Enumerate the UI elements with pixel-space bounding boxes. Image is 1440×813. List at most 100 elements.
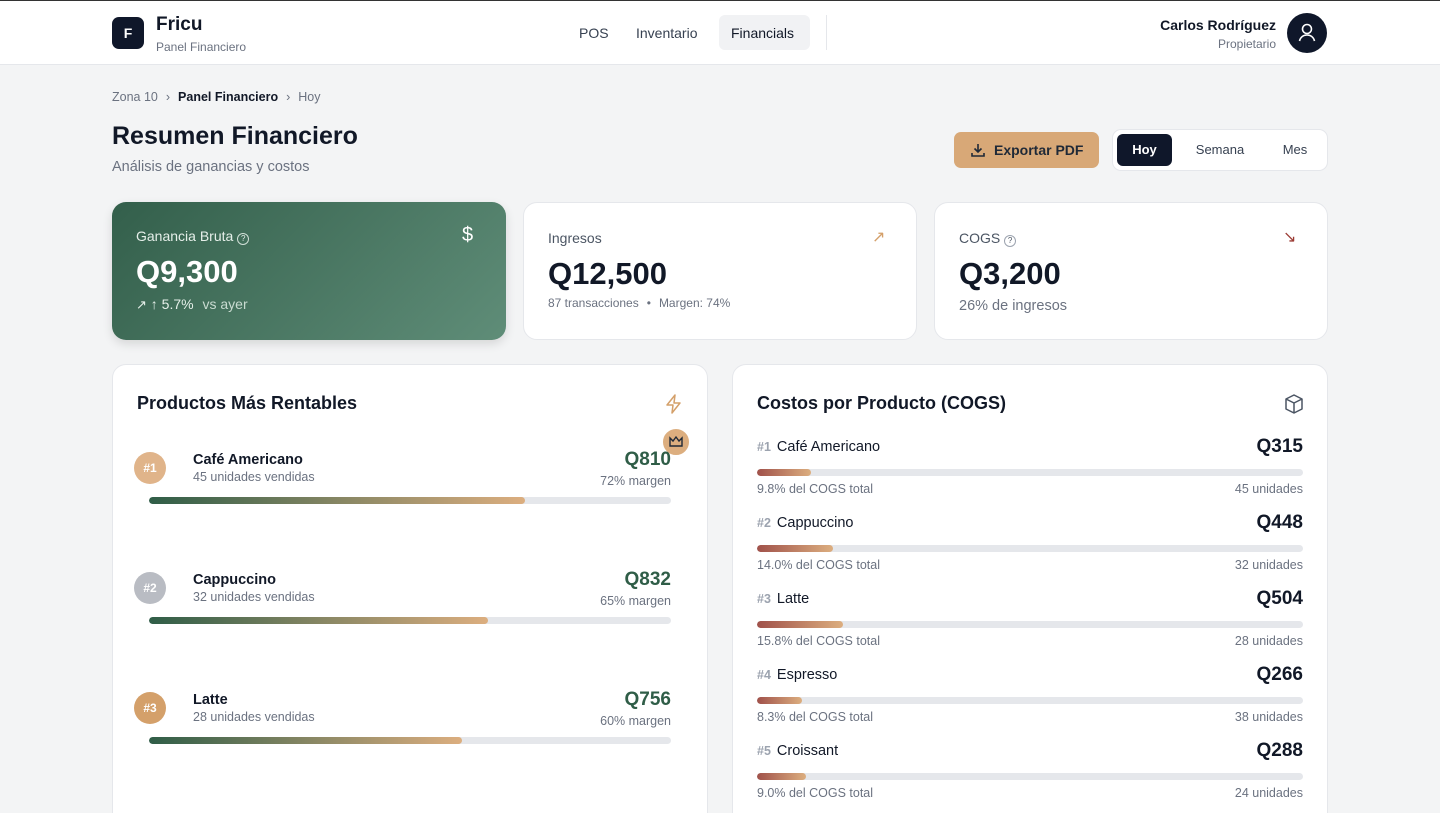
period-option[interactable]: Hoy [1117, 134, 1172, 166]
progress-track [757, 773, 1303, 780]
page-title: Resumen Financiero [112, 122, 358, 150]
rank-badge: #2 [134, 572, 166, 604]
cogs-amount: Q266 [1256, 664, 1303, 685]
progress-track [757, 545, 1303, 552]
cogs-row-title: #2 Cappuccino [757, 515, 853, 531]
progress-track [149, 497, 671, 504]
progress-track [149, 617, 671, 624]
brand: Fricu [156, 14, 203, 35]
progress-track [757, 697, 1303, 704]
product-margin: 60% margen [600, 714, 671, 728]
margin: Margen: 74% [658, 296, 731, 310]
brand-subtitle: Panel Financiero [156, 40, 247, 54]
progress-fill [757, 697, 803, 704]
cogs-amount: Q315 [1256, 436, 1303, 457]
product-margin: 65% margen [600, 594, 671, 608]
separator: › [286, 90, 291, 104]
export-button[interactable]: Exportar PDF [954, 132, 1099, 168]
trend-up-icon: ↗ [872, 229, 886, 246]
product-units: 32 unidades vendidas [193, 590, 315, 604]
bolt-icon [666, 394, 681, 414]
progress-fill [757, 469, 811, 476]
rank: #3 [757, 592, 771, 606]
cogs-units: 24 unidades [1234, 786, 1303, 800]
card-change: ↗ ↑ 5.7% vs ayer [136, 296, 248, 313]
nav-link[interactable]: Financials [731, 25, 795, 41]
card-value: Q3,200 [959, 256, 1061, 291]
cogs-panel: Costos por Producto (COGS) #1 Café Americ… [732, 364, 1328, 813]
nav-link[interactable]: POS [579, 25, 609, 41]
progress-fill [149, 617, 489, 624]
product-name: Café Americano [776, 439, 881, 455]
crumb[interactable]: Zona 10 [112, 90, 158, 104]
compare: vs ayer [202, 296, 248, 312]
progress-fill [757, 545, 834, 552]
panel-title: Costos por Producto (COGS) [757, 393, 1006, 413]
progress-fill [149, 737, 463, 744]
product-name: Cappuccino [193, 572, 276, 588]
product-name: Cappuccino [776, 515, 854, 531]
rank: #2 [757, 516, 771, 530]
info-icon[interactable]: ? [1004, 235, 1017, 247]
breadcrumb: Zona 10 › Panel Financiero › Hoy [112, 90, 320, 104]
cogs-amount: Q448 [1256, 512, 1303, 533]
rank: #1 [757, 440, 771, 454]
info-icon[interactable]: ? [237, 233, 250, 245]
page-subtitle: Análisis de ganancias y costos [112, 159, 310, 175]
cogs-row-title: #3 Latte [757, 591, 809, 607]
income-card: Ingresos ↗ Q12,500 87 transacciones • Marg… [523, 202, 917, 340]
download-icon [971, 144, 985, 157]
period-toggle: Hoy Semana Mes [1112, 129, 1328, 171]
progress-track [149, 737, 671, 744]
period-option[interactable]: Mes [1282, 142, 1308, 157]
card-value: Q9,300 [136, 254, 238, 289]
avatar[interactable] [1287, 13, 1327, 53]
crumb: Hoy [298, 90, 321, 104]
panel-title: Productos Más Rentables [137, 393, 358, 413]
divider [826, 15, 827, 50]
cogs-share: 14.0% del COGS total [757, 558, 880, 572]
trend-icon: ↗ [136, 297, 147, 312]
card-label: Ganancia Bruta ? [136, 228, 250, 245]
product-amount: Q756 [624, 689, 671, 710]
card-meta: 87 transacciones • Margen: 74% [548, 296, 730, 310]
rank: #4 [757, 668, 771, 682]
card-label: COGS ? [959, 230, 1017, 247]
cogs-row-title: #4 Espresso [757, 667, 837, 683]
cogs-units: 38 unidades [1234, 710, 1303, 724]
product-amount: Q810 [624, 449, 671, 470]
export-label: Exportar PDF [994, 142, 1084, 158]
cogs-amount: Q504 [1256, 588, 1303, 609]
rank-badge: #3 [134, 692, 166, 724]
cogs-card: COGS ? ↘ Q3,200 26% de ingresos [934, 202, 1328, 340]
dollar-icon: $ [462, 224, 474, 246]
trend-down-icon: ↘ [1283, 229, 1297, 246]
cogs-share: 15.8% del COGS total [757, 634, 880, 648]
cogs-share: 9.8% del COGS total [757, 482, 874, 496]
cogs-amount: Q288 [1256, 740, 1303, 761]
crumb[interactable]: Panel Financiero [178, 90, 279, 104]
card-meta: 26% de ingresos [959, 298, 1068, 314]
transactions: 87 transacciones [548, 296, 639, 310]
label-text: COGS [959, 230, 1001, 246]
period-option[interactable]: Semana [1195, 142, 1245, 157]
cogs-units: 32 unidades [1234, 558, 1303, 572]
cogs-units: 45 unidades [1234, 482, 1303, 496]
product-name: Espresso [776, 667, 838, 683]
separator: › [165, 90, 171, 104]
product-name: Latte [193, 692, 228, 708]
user-name: Carlos Rodríguez [1160, 17, 1276, 33]
cogs-units: 28 unidades [1234, 634, 1303, 648]
product-name: Café Americano [193, 452, 303, 468]
top-products-panel: Productos Más Rentables #1 Café Americano… [112, 364, 708, 813]
progress-track [757, 621, 1303, 628]
card-value: Q12,500 [548, 256, 667, 291]
cogs-row-title: #1 Café Americano [757, 439, 880, 455]
box-icon [1285, 394, 1303, 414]
nav-link[interactable]: Inventario [636, 25, 698, 41]
product-name: Latte [776, 591, 810, 607]
gross-card: Ganancia Bruta ? $ Q9,300 ↗ ↑ 5.7% vs ay… [112, 202, 506, 340]
cogs-share: 9.0% del COGS total [757, 786, 874, 800]
product-units: 45 unidades vendidas [193, 470, 315, 484]
